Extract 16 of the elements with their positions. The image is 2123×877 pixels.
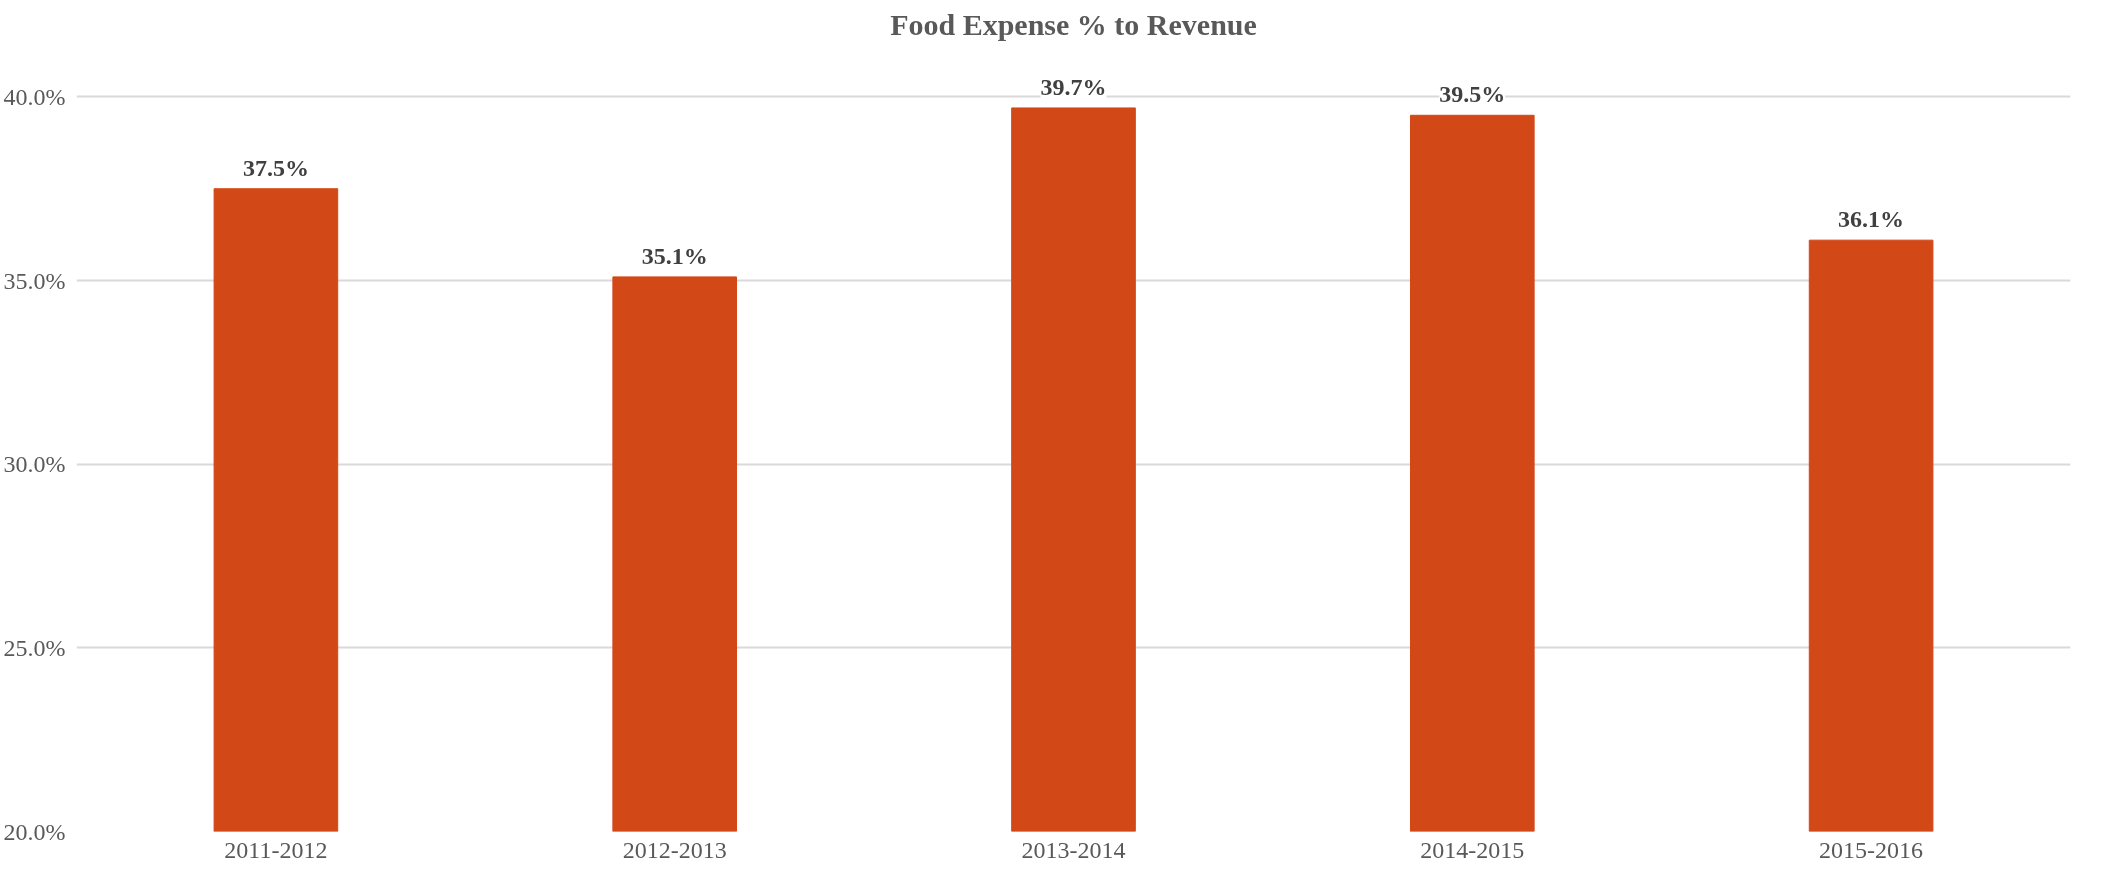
x-tick-label: 2012-2013 xyxy=(622,836,727,863)
data-label: 39.5% xyxy=(1439,81,1506,108)
y-tick-label: 30.0% xyxy=(3,451,66,478)
y-tick-label: 40.0% xyxy=(3,83,66,110)
data-label: 39.7% xyxy=(1040,73,1107,100)
y-tick-label: 35.0% xyxy=(3,267,66,294)
x-tick-label: 2011-2012 xyxy=(224,836,328,863)
y-tick-label: 20.0% xyxy=(3,818,66,845)
chart-title: Food Expense % to Revenue xyxy=(890,7,1257,41)
data-label: 37.5% xyxy=(242,154,309,181)
data-label: 36.1% xyxy=(1838,206,1905,233)
data-label: 35.1% xyxy=(641,242,708,269)
x-tick-label: 2014-2015 xyxy=(1420,836,1525,863)
x-tick-label: 2015-2016 xyxy=(1819,836,1924,863)
y-tick-label: 25.0% xyxy=(3,634,66,661)
x-tick-label: 2013-2014 xyxy=(1021,836,1126,863)
